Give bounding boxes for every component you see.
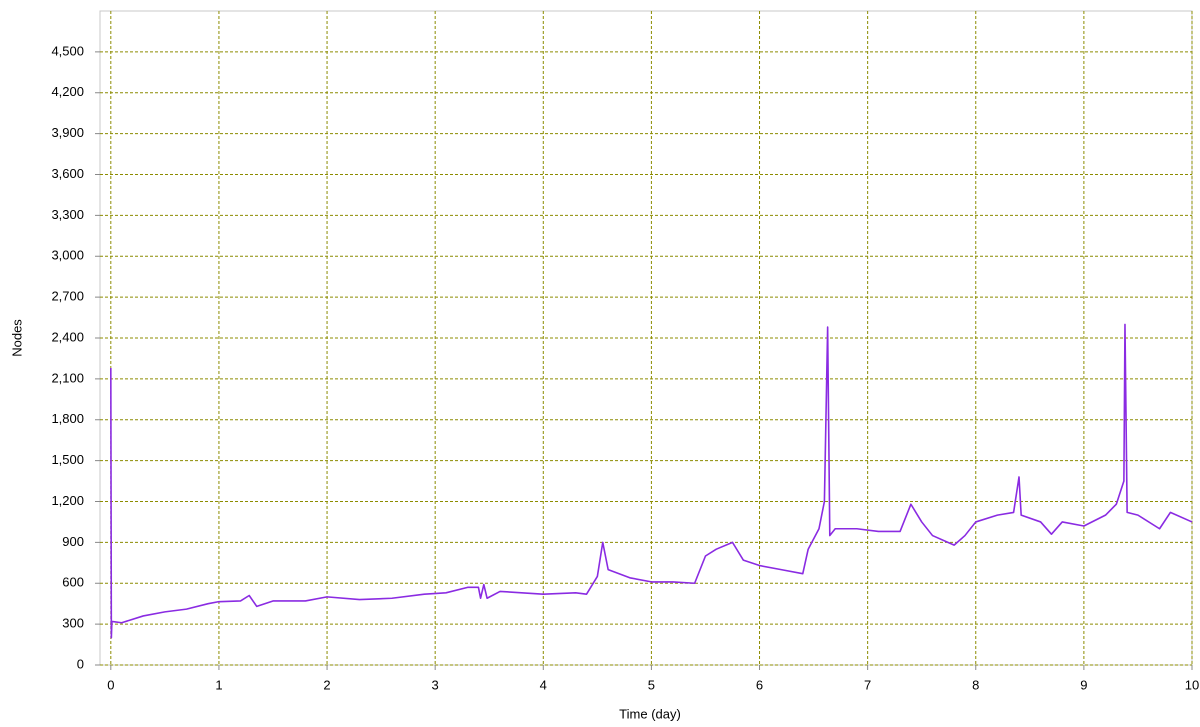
y-axis-title: Nodes — [9, 319, 24, 357]
y-tick-label: 900 — [62, 534, 84, 549]
y-tick-label: 0 — [77, 656, 84, 671]
data-line — [110, 323, 1193, 639]
x-tick-label: 1 — [215, 677, 222, 692]
y-tick-label: 4,500 — [51, 43, 84, 58]
x-tick-label: 4 — [540, 677, 547, 692]
x-tick-label: 2 — [323, 677, 330, 692]
y-tick-label: 3,600 — [51, 166, 84, 181]
x-tick-label: 8 — [972, 677, 979, 692]
y-tick-label: 2,100 — [51, 370, 84, 385]
y-tick-label: 2,700 — [51, 289, 84, 304]
x-axis-title: Time (day) — [619, 706, 681, 721]
y-tick-label: 4,200 — [51, 84, 84, 99]
y-tick-label: 600 — [62, 575, 84, 590]
x-tick-label: 5 — [648, 677, 655, 692]
x-tick-label: 10 — [1185, 677, 1199, 692]
x-tick-label: 3 — [432, 677, 439, 692]
x-tick-label: 6 — [756, 677, 763, 692]
y-tick-label: 1,500 — [51, 452, 84, 467]
y-tick-label: 1,200 — [51, 493, 84, 508]
y-tick-label: 3,300 — [51, 207, 84, 222]
y-tick-label: 3,000 — [51, 248, 84, 263]
x-tick-label: 0 — [107, 677, 114, 692]
y-tick-label: 300 — [62, 616, 84, 631]
y-tick-label: 1,800 — [51, 411, 84, 426]
y-tick-label: 3,900 — [51, 125, 84, 140]
x-tick-label: 7 — [864, 677, 871, 692]
x-tick-label: 9 — [1080, 677, 1087, 692]
y-tick-label: 2,400 — [51, 329, 84, 344]
